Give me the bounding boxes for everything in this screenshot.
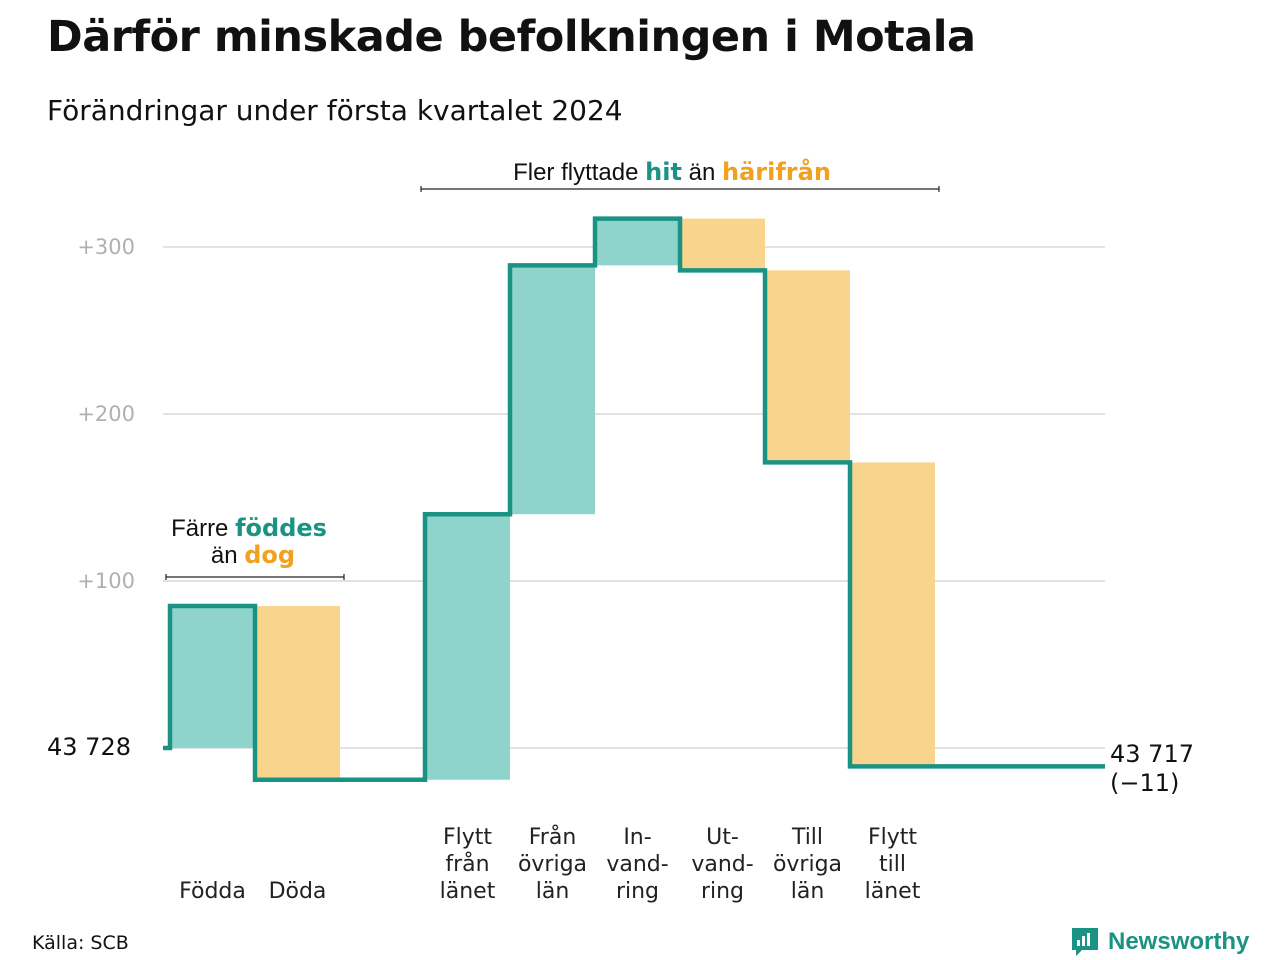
category-label: Döda xyxy=(269,879,327,904)
newsworthy-logo-icon xyxy=(1072,928,1098,956)
category-label: Från xyxy=(529,824,577,850)
category-label: län xyxy=(791,879,825,904)
category-label: övriga xyxy=(773,852,842,877)
start-value-label: 43 728 xyxy=(47,733,131,761)
category-label: län xyxy=(536,879,570,904)
y-tick-label: +200 xyxy=(77,402,135,426)
moves-annotation: Fler flyttade hit än härifrån xyxy=(513,157,831,186)
y-axis-ticks: +100 +200 +300 xyxy=(77,235,135,593)
category-label: vand- xyxy=(691,852,753,877)
births-annotation-line1: Färre föddes xyxy=(171,514,327,542)
category-label: Ut- xyxy=(706,825,739,850)
category-label: till xyxy=(879,852,906,877)
category-label: länet xyxy=(440,879,496,904)
category-label: länet xyxy=(865,879,921,904)
category-label: ring xyxy=(616,879,659,904)
cumulative-step-line xyxy=(163,216,1105,782)
category-label: Födda xyxy=(179,879,246,904)
category-label: Till xyxy=(791,825,823,850)
page-subtitle: Förändringar under första kvartalet 2024 xyxy=(47,94,623,127)
bar-1 xyxy=(255,606,340,780)
brand-logo: Newsworthy xyxy=(1070,926,1249,958)
category-label: från xyxy=(445,851,489,877)
y-tick-label: +100 xyxy=(77,569,135,593)
bar-5 xyxy=(595,218,680,266)
category-label: vand- xyxy=(606,852,668,877)
bar-8 xyxy=(850,462,935,767)
category-label: Flytt xyxy=(868,825,917,850)
bar-7 xyxy=(765,270,850,463)
annotation-brackets xyxy=(165,186,940,580)
births-annotation-line2: än dog xyxy=(211,541,295,569)
source-note: Källa: SCB xyxy=(32,932,129,954)
bar-4 xyxy=(510,265,595,515)
category-label: Flytt xyxy=(443,825,492,850)
bars xyxy=(170,218,935,780)
category-label: In- xyxy=(623,825,651,850)
bar-6 xyxy=(680,218,765,271)
bar-0 xyxy=(170,606,255,748)
end-value-label: 43 717 xyxy=(1110,740,1194,768)
page-title: Därför minskade befolkningen i Motala xyxy=(47,12,976,62)
change-label: (−11) xyxy=(1110,769,1179,797)
brand-name: Newsworthy xyxy=(1108,928,1250,955)
category-label: ring xyxy=(701,879,744,904)
bar-3 xyxy=(425,514,510,780)
y-tick-label: +300 xyxy=(77,235,135,259)
category-label: övriga xyxy=(518,852,587,877)
category-labels: Födda DödaFlyttfrånlänetFrånövrigalänIn-v… xyxy=(179,824,921,904)
waterfall-chart: +100+200+300 Födda DödaFlyttfrånlänetFrån… xyxy=(47,157,1194,904)
